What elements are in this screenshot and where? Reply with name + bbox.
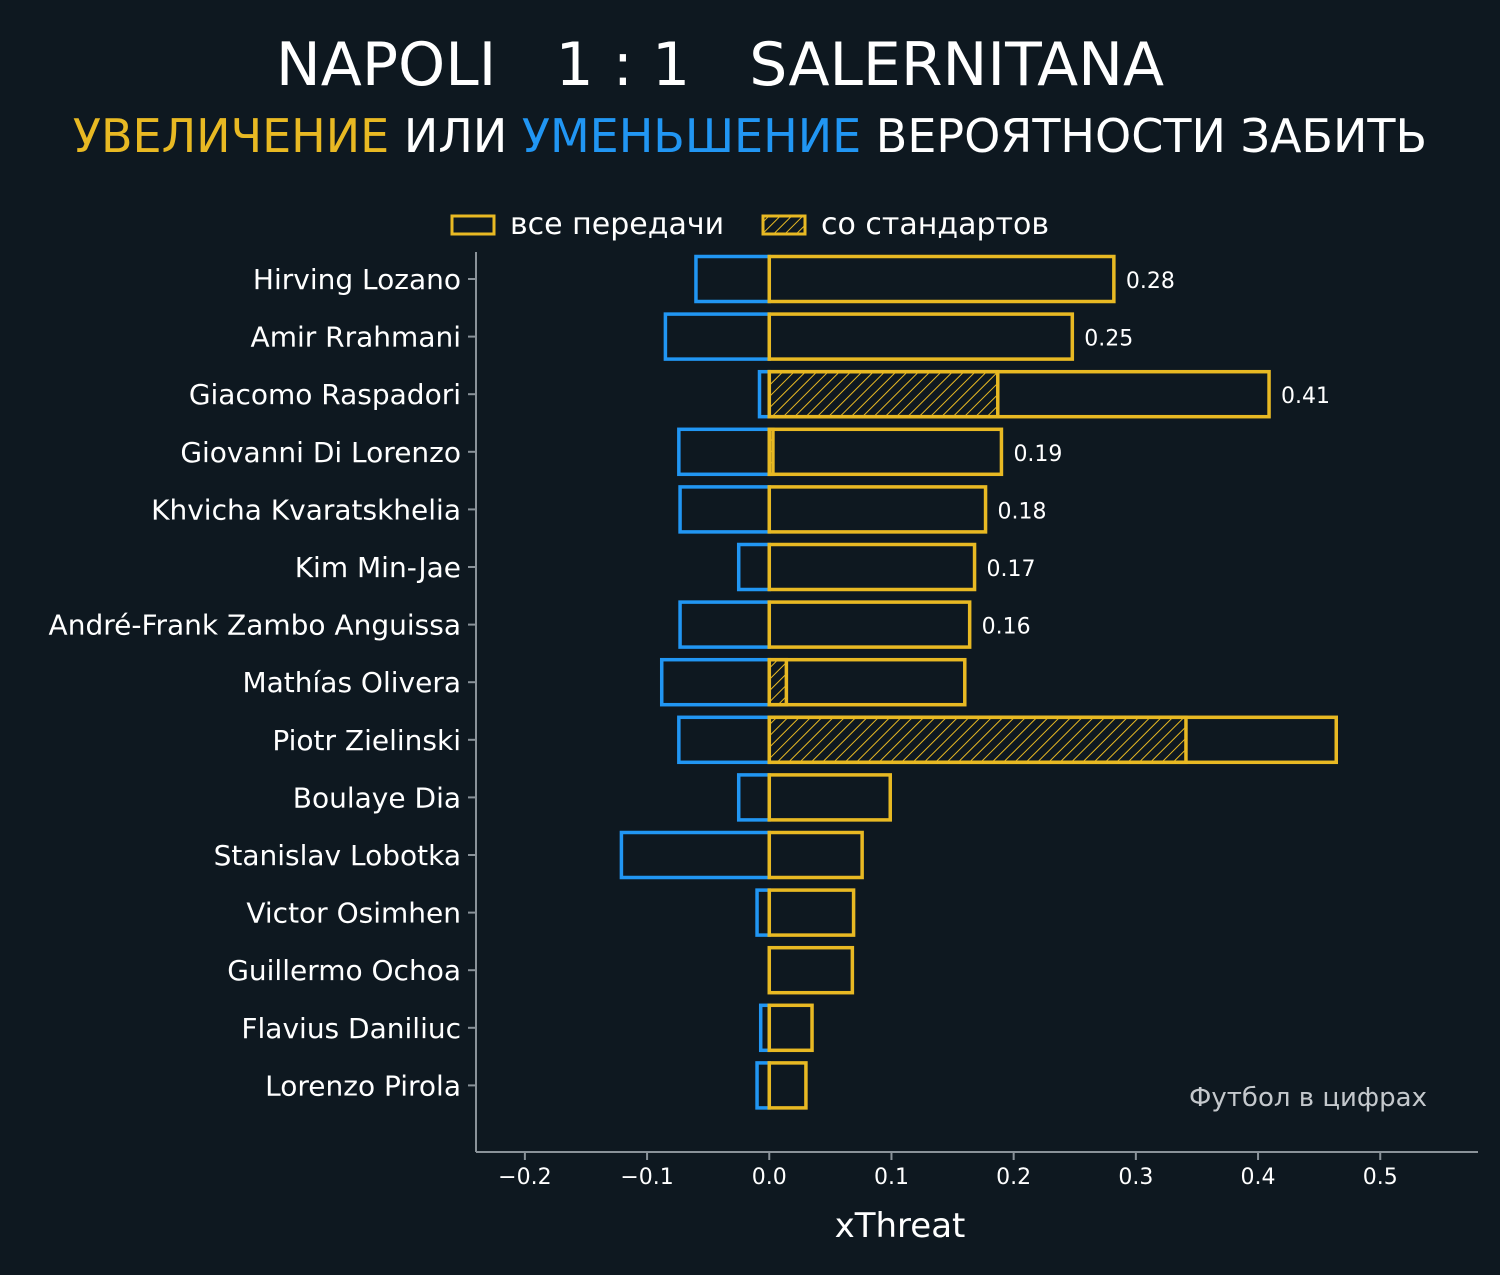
bar-set-pieces [767, 369, 1000, 419]
chart-title: NAPOLI 1 : 1 SALERNITANA [276, 30, 1164, 100]
bar-decrease [694, 254, 772, 304]
player-label: Giacomo Raspadori [189, 378, 461, 411]
player-label: Flavius Daniliuc [241, 1012, 461, 1045]
subtitle-decrease: УМЕНЬШЕНИЕ [522, 109, 861, 163]
bar-decrease [677, 715, 772, 765]
player-label: Lorenzo Pirola [265, 1069, 461, 1102]
x-tick-label: 0.5 [1363, 1165, 1398, 1190]
bar-decrease [678, 600, 772, 649]
player-label: Stanislav Lobotka [214, 839, 461, 872]
player-label: Guillermo Ochoa [227, 954, 461, 987]
subtitle-or: ИЛИ [404, 109, 507, 163]
chart-subtitle: УВЕЛИЧЕНИЕ ИЛИ УМЕНЬШЕНИЕ ВЕРОЯТНОСТИ ЗА… [73, 109, 1427, 163]
bar-decrease [755, 888, 772, 937]
data-label: 0.16 [982, 615, 1031, 640]
player-label: Khvicha Kvaratskhelia [151, 493, 461, 526]
away-team: SALERNITANA [749, 30, 1164, 100]
x-tick-label: 0.4 [1241, 1165, 1276, 1190]
plot-area: −0.2 −0.1 0.0 0.1 0.2 0.3 0.4 0.5 xThreat Hirving… [49, 252, 1478, 1246]
data-label: 0.41 [1281, 384, 1330, 409]
player-label: Victor Osimhen [246, 897, 461, 930]
bar-decrease [659, 657, 772, 707]
bar-set-pieces [767, 657, 789, 707]
player-label: Piotr Zielinski [272, 724, 461, 757]
bar-increase [767, 657, 967, 707]
bar-set-pieces [767, 715, 1188, 765]
bar-increase [767, 369, 1271, 419]
legend-label-all-passes: все передачи [510, 207, 724, 242]
subtitle-rest: ВЕРОЯТНОСТИ ЗАБИТЬ [876, 109, 1427, 163]
player-label: Giovanni Di Lorenzo [180, 436, 461, 469]
bar-decrease [619, 830, 772, 880]
home-team: NAPOLI [276, 30, 496, 100]
bar-increase [767, 254, 1116, 304]
x-axis-title: xThreat [835, 1206, 966, 1246]
player-label: Hirving Lozano [253, 263, 461, 296]
data-label: 0.18 [998, 499, 1047, 524]
subtitle-increase: УВЕЛИЧЕНИЕ [73, 109, 389, 163]
bar-increase [767, 715, 1339, 765]
bar-increase [767, 1003, 814, 1053]
data-label: 0.28 [1126, 269, 1175, 294]
player-label: André-Frank Zambo Anguissa [49, 609, 461, 642]
bar-increase [767, 600, 972, 649]
legend-swatch-all-passes [450, 214, 496, 236]
x-tick-label: 0.0 [752, 1165, 787, 1190]
data-label: 0.17 [987, 557, 1036, 582]
data-label: 0.25 [1084, 327, 1133, 352]
player-label: Boulaye Dia [293, 781, 461, 814]
bar-decrease [663, 312, 772, 361]
bar-decrease [677, 427, 772, 477]
bar-increase [767, 945, 855, 995]
x-tick-label: 0.1 [874, 1165, 909, 1190]
x-tick-label: −0.1 [620, 1165, 673, 1190]
bar-decrease [736, 542, 772, 592]
bar-increase [767, 1061, 808, 1110]
bar-increase [767, 485, 988, 534]
bar-decrease [678, 485, 772, 534]
watermark: Футбол в цифрах [1189, 1083, 1427, 1113]
bar-increase [767, 830, 864, 880]
legend-label-set-pieces: со стандартов [821, 207, 1049, 242]
x-tick-label: −0.2 [498, 1165, 551, 1190]
bar-increase [767, 773, 892, 822]
x-tick-label: 0.2 [996, 1165, 1031, 1190]
bar-decrease [755, 1061, 772, 1110]
player-label: Mathías Olivera [242, 666, 461, 699]
score: 1 : 1 [555, 30, 690, 100]
bar-increase [767, 888, 856, 937]
x-tick-label: 0.3 [1118, 1165, 1153, 1190]
data-label: 0.19 [1013, 442, 1062, 467]
player-label: Amir Rrahmani [251, 321, 461, 354]
legend: все передачи со стандартов [450, 207, 1049, 242]
player-label: Kim Min-Jae [295, 551, 461, 584]
bar-increase [767, 427, 1004, 477]
bar-increase [767, 542, 977, 592]
bar-increase [767, 312, 1075, 361]
bar-decrease [736, 773, 772, 822]
legend-swatch-set-pieces [761, 214, 807, 236]
